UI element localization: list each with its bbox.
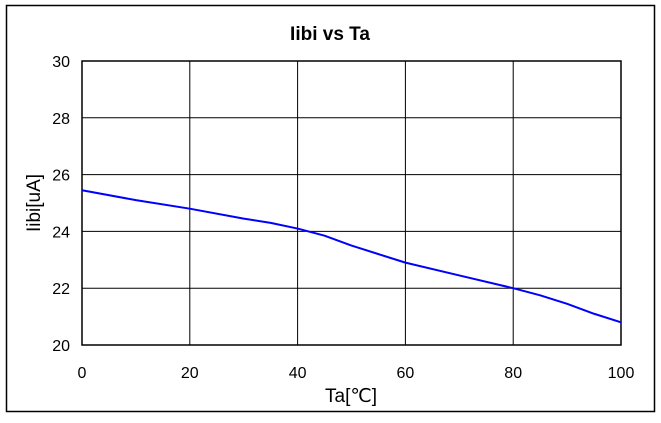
x-tick-label: 0 (78, 365, 87, 382)
y-tick-labels: 20 22 24 26 28 30 (52, 54, 70, 355)
chart-title: Iibi vs Ta (290, 24, 370, 45)
x-tick-labels: 0 20 40 60 80 100 (78, 365, 635, 382)
gridlines (82, 61, 621, 345)
x-tick-label: 80 (504, 365, 522, 382)
y-tick-label: 26 (52, 168, 70, 185)
x-axis-label: Ta[℃] (325, 386, 377, 407)
y-tick-label: 20 (52, 338, 70, 355)
y-axis-label: Iibi[uA] (24, 174, 45, 232)
plot-area (81, 60, 622, 346)
x-tick-label: 20 (181, 365, 199, 382)
x-tick-label: 60 (397, 365, 415, 382)
series-line (81, 189, 622, 324)
y-tick-label: 30 (52, 54, 70, 71)
y-tick-label: 22 (52, 281, 70, 298)
y-tick-label: 28 (52, 111, 70, 128)
y-tick-label: 24 (52, 224, 70, 241)
x-tick-label: 40 (289, 365, 307, 382)
series-group (81, 189, 622, 324)
x-tick-label: 100 (608, 365, 635, 382)
